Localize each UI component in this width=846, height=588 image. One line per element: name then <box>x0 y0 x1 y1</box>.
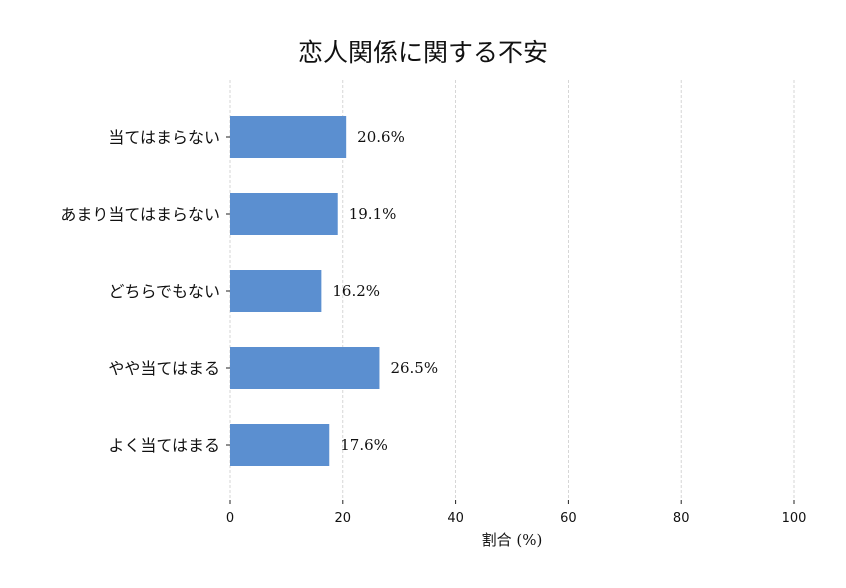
x-tick-label: 80 <box>673 511 690 526</box>
y-tick-label: よく当てはまる <box>108 436 220 455</box>
data-label: 19.1% <box>349 205 397 223</box>
y-tick-label: やや当てはまる <box>108 359 220 378</box>
y-tick-label: 当てはまらない <box>108 128 220 147</box>
data-label: 26.5% <box>390 359 438 377</box>
y-tick-label: あまり当てはまらない <box>60 205 220 224</box>
bar <box>230 424 330 466</box>
x-tick-label: 60 <box>560 511 577 526</box>
x-tick-label: 0 <box>226 511 234 526</box>
bar <box>230 270 322 312</box>
chart-title: 恋人関係に関する不安 <box>298 38 548 67</box>
x-tick-label: 100 <box>782 511 807 526</box>
data-label: 17.6% <box>340 436 388 454</box>
bar <box>230 347 380 389</box>
y-tick-label: どちらでもない <box>108 282 220 301</box>
x-tick-label: 20 <box>335 511 352 526</box>
bar <box>230 116 347 158</box>
data-label: 20.6% <box>357 128 405 146</box>
bar <box>230 193 338 235</box>
data-label: 16.2% <box>332 282 380 300</box>
x-tick-label: 40 <box>447 511 464 526</box>
x-axis-label: 割合 (%) <box>482 531 543 549</box>
